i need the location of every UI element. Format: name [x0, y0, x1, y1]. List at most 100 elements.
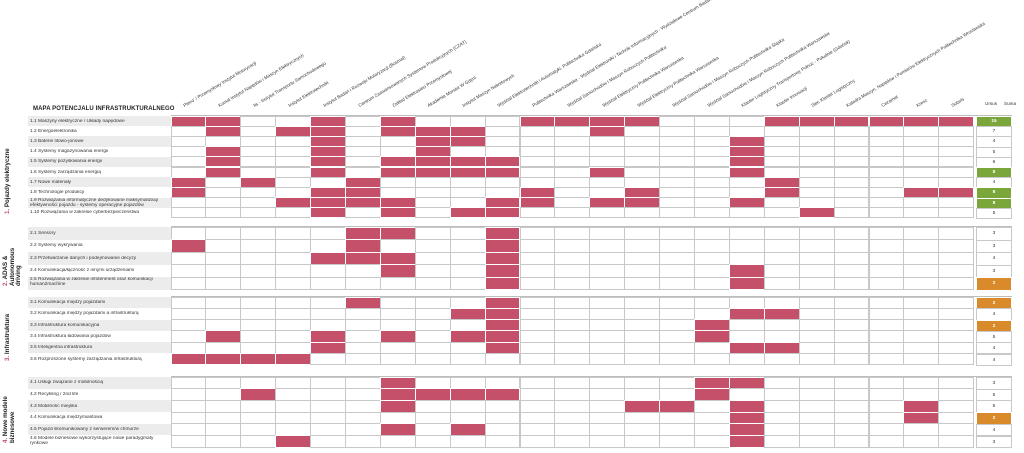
matrix-cell-empty: [275, 251, 312, 265]
column-header: Ursus: [985, 101, 997, 106]
matrix-cell-empty: [833, 353, 870, 366]
matrix-cell-empty: [519, 276, 556, 290]
row-shade: [28, 297, 171, 309]
row-label: 1.10 Rozwiązania w zakresie cyberbezpiec…: [30, 210, 140, 216]
matrix-cell-empty: [868, 251, 905, 265]
matrix-cell-empty: [554, 251, 591, 265]
group-label: 1. Pojazdy elektryczne: [4, 148, 12, 214]
matrix-cell-empty: [414, 264, 451, 278]
matrix-cell-empty: [833, 251, 870, 265]
group-number: 1.: [4, 207, 11, 214]
matrix-cell-empty: [659, 276, 695, 290]
matrix-cell-empty: [414, 435, 451, 448]
matrix-cell-empty: [345, 207, 381, 219]
matrix-cell-empty: [554, 276, 591, 290]
matrix-cell-filled: [728, 276, 765, 290]
row-shade: [28, 197, 171, 208]
matrix-cell-empty: [763, 264, 800, 278]
matrix-cell-empty: [903, 239, 940, 253]
matrix-cell-empty: [379, 353, 416, 366]
matrix-cell-empty: [763, 226, 800, 240]
matrix-cell-empty: [763, 239, 800, 253]
matrix-cell-empty: [903, 435, 940, 448]
matrix-cell-empty: [903, 251, 940, 265]
row-shade: [28, 227, 171, 240]
matrix-cell-empty: [728, 226, 765, 240]
matrix-cell-empty: [868, 276, 905, 290]
matrix-cell-empty: [589, 435, 626, 448]
row-shade: [28, 319, 171, 331]
row-label: 3.2 Komunikacja między pojazdami a infra…: [30, 311, 139, 317]
matrix-cell-empty: [868, 226, 905, 240]
matrix-cell-empty: [833, 435, 870, 448]
matrix-cell-empty: [205, 264, 242, 278]
column-header: Solaris: [950, 96, 965, 108]
row-sum: 5: [976, 207, 1012, 219]
matrix-cell-filled: [484, 264, 521, 278]
matrix-cell-empty: [414, 353, 451, 366]
matrix-cell-filled: [345, 239, 381, 253]
row-label: 2.3 Przetwarzanie danych i podejmowanie …: [30, 255, 136, 261]
matrix-cell-filled: [728, 264, 765, 278]
group-label: 3. Infrastruktura: [4, 314, 12, 361]
matrix-cell-empty: [938, 251, 975, 265]
row-sum: 4: [976, 353, 1012, 366]
row-label: 4.3 Mobilność miejska: [30, 403, 78, 409]
matrix-cell-empty: [589, 226, 626, 240]
row-label: 2.5 Rozwiązania w zakresie infotenment o…: [30, 277, 153, 287]
matrix-cell-empty: [694, 276, 730, 290]
row-shade: [28, 116, 171, 127]
matrix-cell-empty: [205, 226, 242, 240]
group-number: 3.: [4, 353, 11, 361]
matrix-cell-empty: [728, 239, 765, 253]
row-label: 4.2 Recykling / 2nd life: [30, 392, 79, 398]
matrix-cell-empty: [170, 226, 207, 240]
row-sum: 3: [976, 239, 1012, 253]
matrix-cell-empty: [624, 264, 661, 278]
column-header: Suma: [1004, 101, 1017, 106]
matrix-cell-empty: [624, 207, 661, 219]
matrix-cell-empty: [763, 207, 800, 219]
matrix-cell-empty: [694, 251, 730, 265]
matrix-cell-empty: [414, 239, 451, 253]
matrix-cell-empty: [240, 264, 277, 278]
matrix-cell-filled: [310, 207, 346, 219]
matrix-cell-empty: [449, 264, 486, 278]
column-header: Klaster Innowacji: [775, 85, 809, 108]
row-label: 1.1 Maszyny elektryczne / Układy napędow…: [30, 118, 125, 124]
matrix-cell-filled: [484, 226, 521, 240]
matrix-cell-empty: [763, 353, 800, 366]
matrix-cell-empty: [938, 353, 975, 366]
matrix-cell-empty: [798, 251, 835, 265]
matrix-cell-empty: [659, 435, 695, 448]
matrix-cell-empty: [694, 353, 730, 366]
matrix-cell-empty: [868, 207, 905, 219]
matrix-cell-empty: [938, 276, 975, 290]
matrix-cell-filled: [345, 226, 381, 240]
row-shade: [28, 177, 171, 188]
row-shade: [28, 252, 171, 265]
matrix-cell-empty: [659, 207, 695, 219]
matrix-cell-empty: [868, 353, 905, 366]
row-shade: [28, 377, 171, 389]
matrix-cell-empty: [554, 239, 591, 253]
matrix-cell-empty: [833, 207, 870, 219]
matrix-cell-empty: [275, 264, 312, 278]
matrix-cell-empty: [938, 435, 975, 448]
matrix-cell-empty: [694, 207, 730, 219]
matrix-cell-empty: [484, 435, 521, 448]
matrix-cell-empty: [519, 353, 556, 366]
matrix-cell-empty: [310, 435, 346, 448]
matrix-cell-empty: [414, 207, 451, 219]
matrix-cell-filled: [240, 353, 277, 366]
matrix-cell-empty: [519, 226, 556, 240]
matrix-cell-empty: [624, 276, 661, 290]
matrix-cell-filled: [170, 239, 207, 253]
matrix-cell-empty: [833, 226, 870, 240]
matrix-cell-empty: [519, 239, 556, 253]
matrix-cell-empty: [833, 239, 870, 253]
matrix-cell-empty: [903, 353, 940, 366]
matrix-cell-filled: [379, 264, 416, 278]
group-name: Pojazdy elektryczne: [4, 148, 11, 208]
